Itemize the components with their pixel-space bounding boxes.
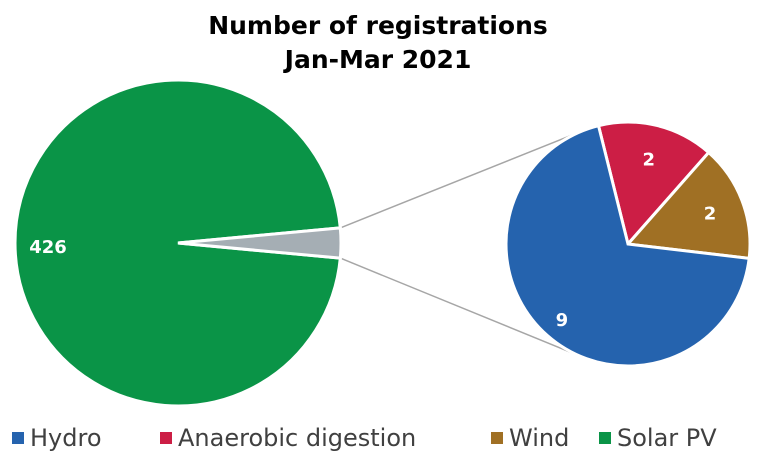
connector-lines bbox=[340, 130, 583, 358]
legend-label-solar-pv: Solar PV bbox=[617, 424, 717, 452]
chart-title-line-2: Jan-Mar 2021 bbox=[283, 45, 472, 74]
legend-item-hydro: Hydro bbox=[12, 421, 102, 455]
secondary-pie-slice-wind bbox=[624, 150, 752, 261]
legend-item-solar-pv: Solar PV bbox=[599, 421, 717, 455]
secondary-pie-slice-anaerobic-digestion bbox=[596, 120, 711, 248]
legend-item-anaerobic-digestion: Anaerobic digestion bbox=[160, 421, 416, 455]
legend-item-wind: Wind bbox=[491, 421, 569, 455]
main-pie bbox=[13, 78, 343, 408]
legend-label-anaerobic-digestion: Anaerobic digestion bbox=[178, 424, 417, 452]
legend-swatch-hydro bbox=[12, 432, 24, 444]
legend-swatch-anaerobic-digestion bbox=[160, 432, 172, 444]
data-labels: 2 2 9 426 bbox=[29, 150, 716, 331]
secondary-pie-slice-hydro bbox=[504, 123, 751, 368]
data-label-hydro: 9 bbox=[556, 310, 569, 331]
main-pie-slice-other bbox=[177, 226, 343, 260]
legend-swatch-wind bbox=[491, 432, 503, 444]
legend-label-wind: Wind bbox=[509, 424, 570, 452]
secondary-pie bbox=[504, 120, 752, 368]
data-label-wind: 2 bbox=[704, 204, 717, 225]
pie-of-pie-chart: Number of registrations Jan-Mar 2021 2 2 9… bbox=[13, 11, 752, 408]
connector-line-bottom bbox=[340, 257, 583, 358]
data-label-solar-pv: 426 bbox=[29, 237, 67, 258]
legend: Hydro Anaerobic digestion Wind Solar PV bbox=[0, 421, 757, 455]
connector-line-top bbox=[340, 130, 583, 229]
legend-swatch-solar-pv bbox=[599, 432, 611, 444]
main-pie-slice-solar-pv bbox=[13, 78, 342, 408]
chart-title-line-1: Number of registrations bbox=[208, 11, 548, 40]
data-label-anaerobic-digestion: 2 bbox=[643, 150, 656, 171]
legend-label-hydro: Hydro bbox=[30, 424, 102, 452]
